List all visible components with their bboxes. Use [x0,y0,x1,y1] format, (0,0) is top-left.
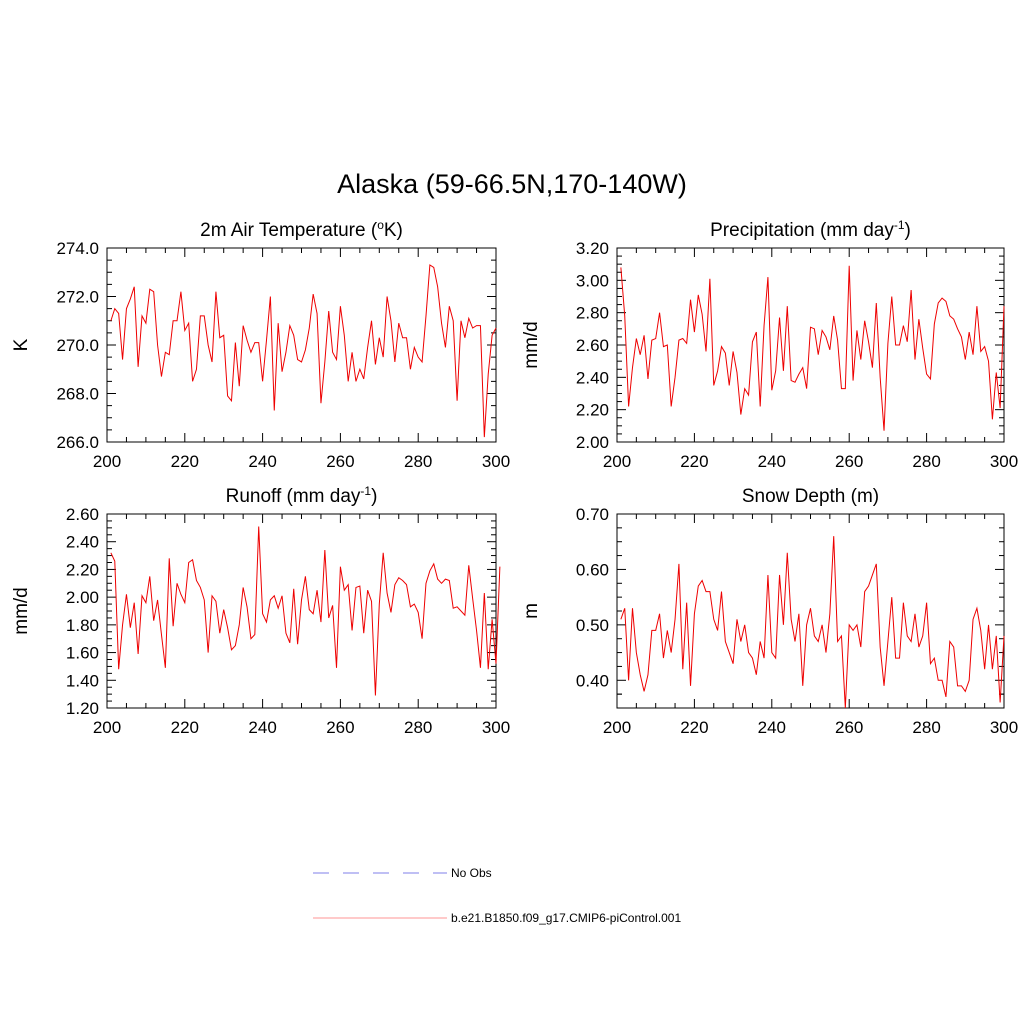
y-tick-label: 274.0 [56,239,99,258]
x-tick-label: 300 [990,718,1018,737]
x-tick-label: 200 [603,718,631,737]
x-tick-label: 200 [603,452,631,471]
y-tick-label: 1.80 [66,616,99,635]
x-tick-label: 260 [835,452,863,471]
y-tick-label: 2.00 [66,588,99,607]
x-tick-label: 280 [404,452,432,471]
series-line-model [110,264,497,438]
series-line-model [110,526,501,696]
x-tick-label: 200 [93,718,121,737]
panel-title: 2m Air Temperature (oK) [200,218,403,241]
chart-panel-1: 2m Air Temperature (oK) 200 220 240 260 280 30… [11,218,510,471]
chart-panel-4: Snow Depth (m) 200 220 240 260 280 300 0.40 0.50… [521,486,1018,737]
panel-title: Precipitation (mm day-1) [710,218,911,241]
y-axis-label: K [11,338,32,351]
x-tick-label: 300 [482,718,510,737]
panel-title-tail: ) [371,486,377,507]
y-tick-label: 272.0 [56,288,99,307]
plot-frame [106,247,497,443]
x-tick-label: 220 [171,452,199,471]
x-tick-label: 240 [248,718,276,737]
legend: No Obs b.e21.B1850.f09_g17.CMIP6-piContr… [313,866,681,925]
y-tick-label: 1.40 [66,671,99,690]
y-tick-label: 3.00 [576,271,609,290]
chart-panel-2: Precipitation (mm day-1) 200 220 240 260 280 3… [521,218,1018,471]
y-tick-label: 268.0 [56,385,99,404]
x-tick-label: 300 [990,452,1018,471]
panel-title-superscript: -1 [894,218,905,232]
y-tick-label: 2.40 [66,533,99,552]
x-tick-label: 260 [326,452,354,471]
panel-title: Runoff (mm day-1) [226,484,378,507]
panel-title-text: Precipitation (mm day [710,220,894,241]
y-axis-label: m [521,603,542,619]
x-tick-label: 260 [326,718,354,737]
y-tick-label: 2.20 [576,401,609,420]
x-tick-label: 240 [758,718,786,737]
panels-container: 2m Air Temperature (oK)200 220 240 260 280 30… [11,218,1018,737]
legend-obs-label: No Obs [451,866,492,880]
x-tick-label: 280 [404,718,432,737]
series-line-model [620,265,1005,431]
y-tick-label: 2.80 [576,304,609,323]
plot-frame [106,513,497,709]
y-tick-label: 0.40 [576,671,609,690]
y-tick-label: 2.40 [576,368,609,387]
y-tick-label: 0.50 [576,616,609,635]
x-tick-label: 240 [248,452,276,471]
x-tick-label: 260 [835,718,863,737]
y-tick-label: 266.0 [56,433,99,452]
y-tick-label: 2.60 [576,336,609,355]
panel-title-tail: ) [905,220,911,241]
series-line-model [620,536,1005,709]
chart-panel-3: Runoff (mm day-1) 200 220 240 260 280 300 1.20 1… [11,484,510,737]
y-tick-label: 2.20 [66,560,99,579]
panel-title-superscript: o [377,218,384,232]
y-tick-label: 1.20 [66,699,99,718]
y-tick-label: 2.00 [576,433,609,452]
panel-title-superscript: -1 [360,484,371,498]
legend-model-label: b.e21.B1850.f09_g17.CMIP6-piControl.001 [451,911,681,925]
x-tick-label: 200 [93,452,121,471]
y-tick-label: 3.20 [576,239,609,258]
y-tick-label: 270.0 [56,336,99,355]
x-tick-label: 220 [680,452,708,471]
y-tick-label: 0.60 [576,560,609,579]
y-axis-label: mm/d [11,587,32,635]
panel-title-text: 2m Air Temperature ( [200,220,378,241]
panel-title: Snow Depth (m) [742,486,879,507]
plot-frame [616,247,1005,443]
x-tick-label: 240 [758,452,786,471]
panel-title-text: Runoff (mm day [226,486,361,507]
y-axis-label: mm/d [521,321,542,369]
panel-title-text: Snow Depth (m) [742,486,879,507]
figure-title: Alaska (59-66.5N,170-140W) [337,169,687,199]
x-tick-label: 220 [680,718,708,737]
x-tick-label: 220 [171,718,199,737]
y-tick-label: 0.70 [576,505,609,524]
x-tick-label: 280 [912,452,940,471]
x-tick-label: 280 [912,718,940,737]
y-tick-label: 1.60 [66,644,99,663]
x-tick-label: 300 [482,452,510,471]
y-tick-label: 2.60 [66,505,99,524]
panel-title-tail: K) [384,220,403,241]
